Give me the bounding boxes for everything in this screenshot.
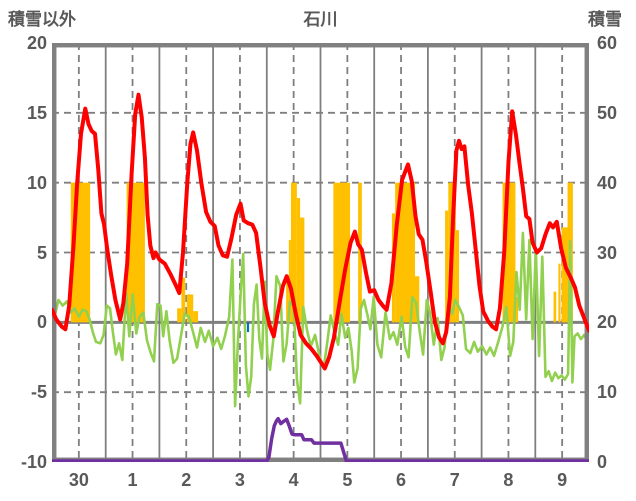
orange-bar — [186, 294, 194, 323]
orange-bar — [193, 311, 199, 323]
y-tick-label-right: 40 — [597, 172, 618, 193]
x-tick-label: 6 — [396, 470, 407, 490]
y-tick-label-left: 0 — [36, 312, 47, 333]
orange-bar — [445, 210, 449, 323]
orange-bar — [558, 263, 561, 323]
y-tick-label-left: 20 — [26, 33, 47, 53]
x-tick-label: 30 — [68, 470, 89, 490]
purple-snow-depth-series-line — [52, 416, 589, 462]
orange-bar — [290, 182, 297, 323]
orange-bar — [358, 182, 362, 323]
x-tick-label: 2 — [181, 470, 192, 490]
x-tick-label: 3 — [234, 470, 245, 490]
x-tick-label: 5 — [342, 470, 353, 490]
orange-bar — [296, 198, 301, 323]
plot-area — [52, 43, 589, 462]
orange-bar — [181, 277, 186, 323]
y-tick-label-right: 10 — [597, 382, 618, 403]
y-tick-label-left: 5 — [36, 242, 47, 263]
chart-title: 石川 — [303, 10, 338, 29]
right-axis-title: 積雪 — [588, 10, 622, 29]
orange-bar — [561, 227, 568, 323]
y-tick-label-left: -10 — [20, 452, 47, 472]
y-tick-label-right: 20 — [597, 312, 618, 333]
orange-bar — [177, 308, 182, 323]
orange-bar — [515, 297, 519, 323]
y-tick-label-right: 50 — [597, 102, 618, 123]
green-series-line — [52, 231, 589, 408]
orange-bar — [395, 182, 416, 323]
x-tick-label: 9 — [557, 470, 568, 490]
y-tick-label-left: 10 — [26, 172, 47, 193]
y-tick-label-right: 30 — [597, 242, 618, 263]
y-tick-label-left: 15 — [26, 102, 47, 123]
orange-bar — [300, 217, 305, 323]
orange-bar — [553, 291, 557, 323]
orange-bar — [333, 182, 351, 323]
left-axis-title: 積雪以外 — [8, 10, 76, 29]
y-tick-label-right: 0 — [597, 452, 608, 472]
y-tick-label-right: 60 — [597, 33, 618, 53]
orange-bar — [415, 276, 420, 323]
y-tick-label-left: -5 — [30, 382, 47, 403]
plot-frame — [52, 43, 589, 462]
orange-bar — [286, 276, 289, 323]
red-series-line — [52, 92, 589, 371]
x-tick-label: 7 — [449, 470, 460, 490]
x-tick-label: 1 — [127, 470, 138, 490]
x-tick-label: 8 — [503, 470, 514, 490]
orange-bar — [455, 230, 460, 323]
x-tick-label: 4 — [288, 470, 299, 490]
blue-mark — [246, 322, 250, 333]
